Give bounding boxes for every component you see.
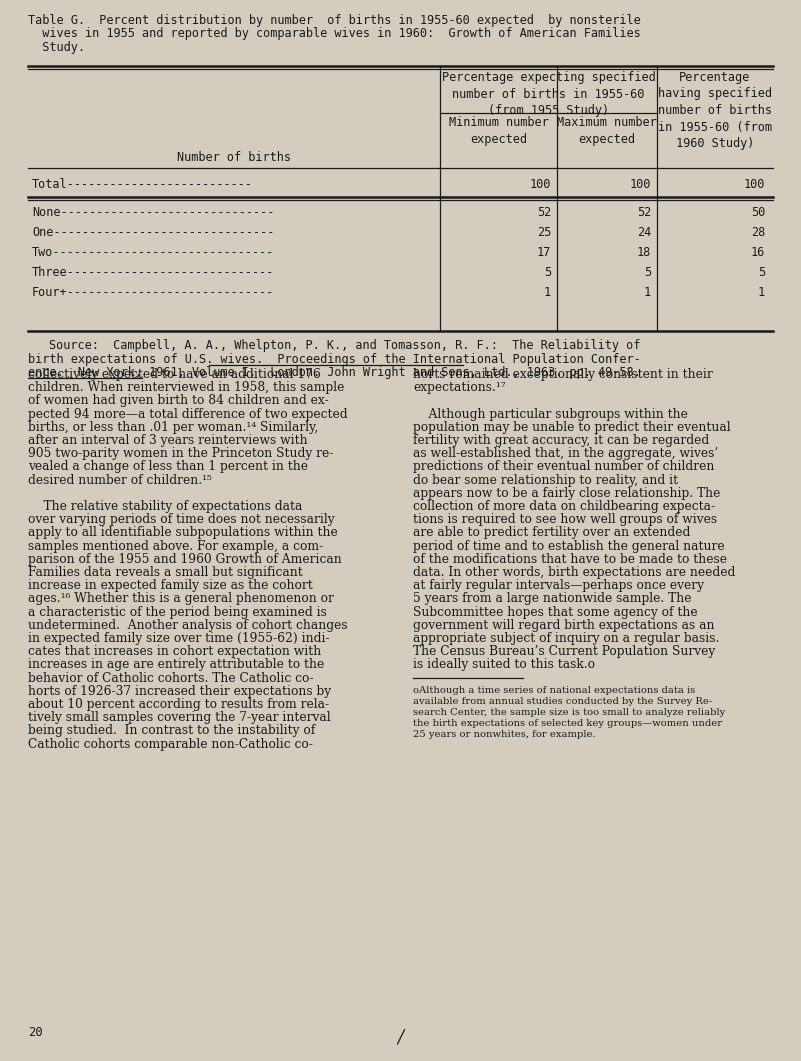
Text: Percentage expecting specified
number of births in 1955-60
(from 1955 Study): Percentage expecting specified number of… — [441, 71, 655, 117]
Text: period of time and to establish the general nature: period of time and to establish the gene… — [413, 540, 725, 553]
Text: are able to predict fertility over an extended: are able to predict fertility over an ex… — [413, 526, 690, 539]
Text: in expected family size over time (1955-62) indi-: in expected family size over time (1955-… — [28, 632, 330, 645]
Text: available from annual studies conducted by the Survey Re-: available from annual studies conducted … — [413, 697, 712, 706]
Text: 52: 52 — [537, 206, 551, 219]
Text: samples mentioned above. For example, a com-: samples mentioned above. For example, a … — [28, 540, 324, 553]
Text: Two-------------------------------: Two------------------------------- — [32, 245, 274, 259]
Text: Table G.  Percent distribution by number  of births in 1955-60 expected  by nons: Table G. Percent distribution by number … — [28, 14, 641, 27]
Text: over varying periods of time does not necessarily: over varying periods of time does not ne… — [28, 514, 335, 526]
Text: Subcommittee hopes that some agency of the: Subcommittee hopes that some agency of t… — [413, 606, 698, 619]
Text: 1: 1 — [758, 285, 765, 298]
Text: 1: 1 — [544, 285, 551, 298]
Text: tions is required to see how well groups of wives: tions is required to see how well groups… — [413, 514, 717, 526]
Text: increases in age are entirely attributable to the: increases in age are entirely attributab… — [28, 659, 324, 672]
Text: The relative stability of expectations data: The relative stability of expectations d… — [28, 500, 302, 514]
Text: population may be unable to predict their eventual: population may be unable to predict thei… — [413, 421, 731, 434]
Text: desired number of children.¹⁵: desired number of children.¹⁵ — [28, 473, 212, 487]
Text: 1: 1 — [644, 285, 651, 298]
Text: vealed a change of less than 1 percent in the: vealed a change of less than 1 percent i… — [28, 460, 308, 473]
Text: tively small samples covering the 7-year interval: tively small samples covering the 7-year… — [28, 711, 331, 725]
Text: of the modifications that have to be made to these: of the modifications that have to be mad… — [413, 553, 727, 566]
Text: 18: 18 — [637, 245, 651, 259]
Text: 905 two-parity women in the Princeton Study re-: 905 two-parity women in the Princeton St… — [28, 447, 333, 460]
Text: as well-established that, in the aggregate, wives’: as well-established that, in the aggrega… — [413, 447, 718, 460]
Text: 100: 100 — [743, 178, 765, 191]
Text: collectively expected to have an additional 176: collectively expected to have an additio… — [28, 368, 320, 381]
Text: Maximum number
expected: Maximum number expected — [557, 116, 657, 145]
Text: 20: 20 — [28, 1026, 42, 1039]
Text: 16: 16 — [751, 245, 765, 259]
Text: One-------------------------------: One------------------------------- — [32, 226, 274, 239]
Text: horts of 1926-37 increased their expectations by: horts of 1926-37 increased their expecta… — [28, 684, 331, 698]
Text: search Center, the sample size is too small to analyze reliably: search Center, the sample size is too sm… — [413, 708, 725, 716]
Text: 50: 50 — [751, 206, 765, 219]
Text: ence.  New York, 1961, Volume I.  London. John Wright and Sons, Ltd., 1963. pp. : ence. New York, 1961, Volume I. London. … — [28, 366, 641, 379]
Text: predictions of their eventual number of children: predictions of their eventual number of … — [413, 460, 714, 473]
Text: The Census Bureau’s Current Population Survey: The Census Bureau’s Current Population S… — [413, 645, 715, 658]
Text: expectations.¹⁷: expectations.¹⁷ — [413, 381, 505, 395]
Text: 5: 5 — [644, 265, 651, 278]
Text: 28: 28 — [751, 226, 765, 239]
Text: Source:  Campbell, A. A., Whelpton, P. K., and Tomasson, R. F.:  The Reliability: Source: Campbell, A. A., Whelpton, P. K.… — [49, 340, 640, 352]
Text: collection of more data on childbearing expecta-: collection of more data on childbearing … — [413, 500, 715, 514]
Text: after an interval of 3 years reinterviews with: after an interval of 3 years reinterview… — [28, 434, 308, 447]
Text: birth expectations of U.S. wives.  Proceedings of the International Population C: birth expectations of U.S. wives. Procee… — [28, 352, 641, 365]
Text: is ideally suited to this task.ᴏ: is ideally suited to this task.ᴏ — [413, 659, 595, 672]
Text: Three-----------------------------: Three----------------------------- — [32, 265, 274, 278]
Text: government will regard birth expectations as an: government will regard birth expectation… — [413, 619, 714, 631]
Text: Study.: Study. — [28, 41, 85, 54]
Text: 25 years or nonwhites, for example.: 25 years or nonwhites, for example. — [413, 730, 596, 738]
Text: Number of births: Number of births — [177, 151, 291, 164]
Text: 100: 100 — [630, 178, 651, 191]
Text: increase in expected family size as the cohort: increase in expected family size as the … — [28, 579, 312, 592]
Text: Percentage
having specified
number of births
in 1955-60 (from
1960 Study): Percentage having specified number of bi… — [658, 71, 772, 150]
Text: 100: 100 — [529, 178, 551, 191]
Text: Families data reveals a small but significant: Families data reveals a small but signif… — [28, 566, 303, 579]
Text: None------------------------------: None------------------------------ — [32, 206, 274, 219]
Text: Catholic cohorts comparable non-Catholic co-: Catholic cohorts comparable non-Catholic… — [28, 737, 313, 750]
Text: children. When reinterviewed in 1958, this sample: children. When reinterviewed in 1958, th… — [28, 381, 344, 395]
Text: 24: 24 — [637, 226, 651, 239]
Text: 25: 25 — [537, 226, 551, 239]
Text: wives in 1955 and reported by comparable wives in 1960:  Growth of American Fami: wives in 1955 and reported by comparable… — [28, 28, 641, 40]
Text: Minimum number
expected: Minimum number expected — [449, 116, 549, 145]
Text: a characteristic of the period being examined is: a characteristic of the period being exa… — [28, 606, 327, 619]
Text: of women had given birth to 84 children and ex-: of women had given birth to 84 children … — [28, 395, 328, 407]
Text: 5 years from a large nationwide sample. The: 5 years from a large nationwide sample. … — [413, 592, 691, 606]
Text: Total--------------------------: Total-------------------------- — [32, 178, 253, 191]
Text: behavior of Catholic cohorts. The Catholic co-: behavior of Catholic cohorts. The Cathol… — [28, 672, 313, 684]
Text: undetermined.  Another analysis of cohort changes: undetermined. Another analysis of cohort… — [28, 619, 348, 631]
Text: 5: 5 — [758, 265, 765, 278]
Text: /: / — [397, 1029, 403, 1047]
Text: fertility with great accuracy, it can be regarded: fertility with great accuracy, it can be… — [413, 434, 709, 447]
Text: apply to all identifiable subpopulations within the: apply to all identifiable subpopulations… — [28, 526, 338, 539]
Text: parison of the 1955 and 1960 Growth of American: parison of the 1955 and 1960 Growth of A… — [28, 553, 342, 566]
Text: at fairly regular intervals—perhaps once every: at fairly regular intervals—perhaps once… — [413, 579, 704, 592]
Text: 5: 5 — [544, 265, 551, 278]
Text: about 10 percent according to results from rela-: about 10 percent according to results fr… — [28, 698, 329, 711]
Text: cates that increases in cohort expectation with: cates that increases in cohort expectati… — [28, 645, 321, 658]
Text: pected 94 more—a total difference of two expected: pected 94 more—a total difference of two… — [28, 407, 348, 420]
Text: 17: 17 — [537, 245, 551, 259]
Text: the birth expectations of selected key groups—women under: the birth expectations of selected key g… — [413, 718, 723, 728]
Text: data. In other words, birth expectations are needed: data. In other words, birth expectations… — [413, 566, 735, 579]
Text: Four+-----------------------------: Four+----------------------------- — [32, 285, 274, 298]
Text: 52: 52 — [637, 206, 651, 219]
Text: Although particular subgroups within the: Although particular subgroups within the — [413, 407, 688, 420]
Text: appears now to be a fairly close relationship. The: appears now to be a fairly close relatio… — [413, 487, 720, 500]
Text: births, or less than .01 per woman.¹⁴ Similarly,: births, or less than .01 per woman.¹⁴ Si… — [28, 421, 318, 434]
Text: appropriate subject of inquiry on a regular basis.: appropriate subject of inquiry on a regu… — [413, 632, 719, 645]
Text: ages.¹⁶ Whether this is a general phenomenon or: ages.¹⁶ Whether this is a general phenom… — [28, 592, 334, 606]
Text: horts remained exceptionally consistent in their: horts remained exceptionally consistent … — [413, 368, 713, 381]
Text: do bear some relationship to reality, and it: do bear some relationship to reality, an… — [413, 473, 678, 487]
Text: being studied.  In contrast to the instability of: being studied. In contrast to the instab… — [28, 725, 316, 737]
Text: ᴏAlthough a time series of national expectations data is: ᴏAlthough a time series of national expe… — [413, 685, 695, 695]
